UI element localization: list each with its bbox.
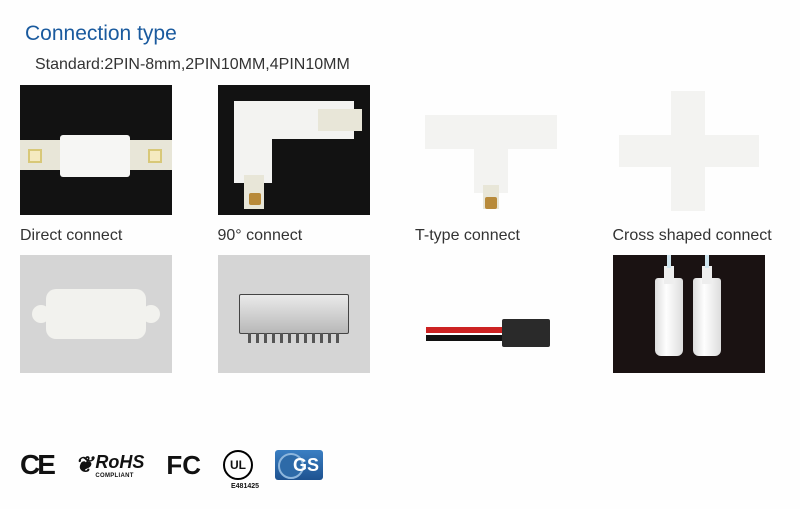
connector-grid: Direct connect 90° connect (20, 85, 780, 373)
standard-text: Standard:2PIN-8mm,2PIN10MM,4PIN10MM (35, 56, 350, 74)
page-title: Connection type (25, 22, 177, 46)
caption-t: T-type connect (415, 227, 520, 245)
img-clip (20, 255, 172, 373)
cert-rohs: ❦ RoHS COMPLIANT (75, 452, 144, 479)
caption-cross: Cross shaped connect (613, 227, 772, 245)
cert-fc: FC (166, 450, 201, 481)
img-t-connect (415, 85, 567, 215)
rohs-text: RoHS (95, 452, 144, 472)
cert-ce: CE (20, 449, 53, 481)
col-t: T-type connect (415, 85, 583, 373)
col-direct: Direct connect (20, 85, 188, 373)
cert-ul: UL E481425 (223, 450, 253, 480)
img-tubes (613, 255, 765, 373)
caption-90: 90° connect (218, 227, 303, 245)
img-cross-connect (613, 85, 765, 215)
cert-row: CE ❦ RoHS COMPLIANT FC UL E481425 GS (20, 449, 323, 481)
cert-gs: GS (275, 450, 323, 480)
ul-text: UL (230, 458, 246, 472)
col-90: 90° connect (218, 85, 386, 373)
ul-sub: E481425 (215, 483, 275, 490)
leaf-icon: ❦ (75, 452, 93, 478)
rohs-sub: COMPLIANT (95, 473, 144, 479)
img-ffc (218, 255, 370, 373)
img-90-connect (218, 85, 370, 215)
col-cross: Cross shaped connect (613, 85, 781, 373)
gs-text: GS (293, 455, 319, 476)
img-wire (415, 255, 567, 373)
caption-direct: Direct connect (20, 227, 122, 245)
img-direct-connect (20, 85, 172, 215)
